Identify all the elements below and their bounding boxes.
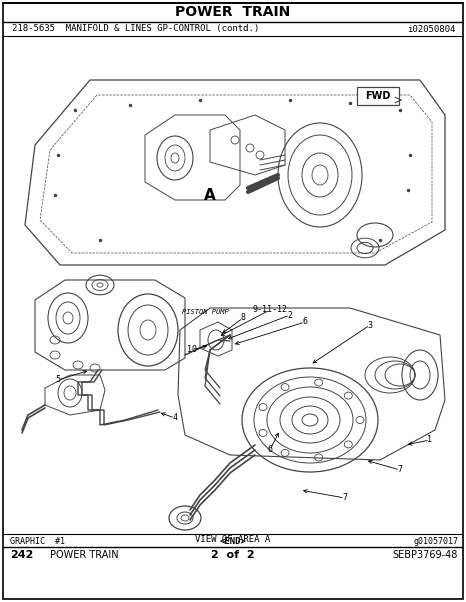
Text: VIEW OF AREA A: VIEW OF AREA A: [195, 536, 271, 544]
Text: 242: 242: [10, 550, 34, 560]
Text: 2  of  2: 2 of 2: [211, 550, 255, 560]
Text: FWD: FWD: [365, 91, 391, 101]
Text: A: A: [204, 187, 216, 202]
Text: 4: 4: [172, 414, 178, 423]
Text: i02050804: i02050804: [408, 25, 456, 34]
Text: 218-5635  MANIFOLD & LINES GP-CONTROL (contd.): 218-5635 MANIFOLD & LINES GP-CONTROL (co…: [12, 25, 259, 34]
Text: 7: 7: [343, 494, 348, 503]
Text: 3: 3: [368, 320, 372, 329]
Text: 8: 8: [240, 314, 246, 323]
Text: 6: 6: [267, 445, 273, 455]
Text: GRAPHIC  #1: GRAPHIC #1: [10, 536, 65, 545]
Text: 9-11-12: 9-11-12: [253, 305, 288, 314]
Text: POWER  TRAIN: POWER TRAIN: [175, 5, 291, 19]
Text: 10: 10: [187, 346, 197, 355]
Text: 7: 7: [397, 465, 403, 474]
FancyBboxPatch shape: [357, 87, 399, 105]
Text: 1: 1: [427, 435, 432, 444]
Text: 6: 6: [302, 317, 308, 326]
Text: PISTON PUMP: PISTON PUMP: [182, 309, 229, 315]
Text: g01057017: g01057017: [413, 536, 458, 545]
Text: POWER TRAIN: POWER TRAIN: [50, 550, 119, 560]
Text: <END>: <END>: [219, 536, 247, 545]
Text: 5: 5: [55, 376, 61, 385]
Text: SEBP3769-48: SEBP3769-48: [393, 550, 458, 560]
Text: 2: 2: [288, 311, 293, 320]
